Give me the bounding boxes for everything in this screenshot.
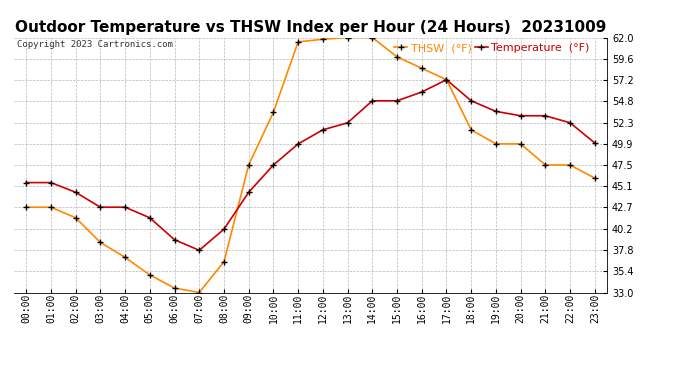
Temperature  (°F) xyxy=(72,190,80,195)
THSW  (°F) xyxy=(393,55,401,59)
THSW  (°F) xyxy=(566,163,574,167)
THSW  (°F) xyxy=(294,40,302,44)
Line: THSW  (°F): THSW (°F) xyxy=(23,34,598,296)
Temperature  (°F) xyxy=(467,99,475,103)
Temperature  (°F) xyxy=(47,180,55,185)
Temperature  (°F) xyxy=(195,248,204,252)
Temperature  (°F) xyxy=(170,237,179,242)
Temperature  (°F) xyxy=(220,227,228,231)
Temperature  (°F) xyxy=(591,141,599,145)
Text: Copyright 2023 Cartronics.com: Copyright 2023 Cartronics.com xyxy=(17,40,172,49)
THSW  (°F) xyxy=(517,142,525,146)
THSW  (°F) xyxy=(170,286,179,290)
Temperature  (°F) xyxy=(319,128,327,132)
Temperature  (°F) xyxy=(517,114,525,118)
Temperature  (°F) xyxy=(368,99,377,103)
THSW  (°F) xyxy=(146,273,154,277)
Temperature  (°F) xyxy=(566,120,574,125)
Temperature  (°F) xyxy=(541,114,549,118)
Temperature  (°F) xyxy=(294,142,302,146)
THSW  (°F) xyxy=(47,205,55,210)
Temperature  (°F) xyxy=(146,216,154,220)
THSW  (°F) xyxy=(344,35,352,40)
THSW  (°F) xyxy=(591,176,599,180)
THSW  (°F) xyxy=(96,240,104,244)
THSW  (°F) xyxy=(220,260,228,264)
THSW  (°F) xyxy=(121,255,129,260)
Temperature  (°F) xyxy=(22,180,30,185)
THSW  (°F) xyxy=(467,128,475,132)
THSW  (°F) xyxy=(269,110,277,114)
THSW  (°F) xyxy=(492,142,500,146)
Temperature  (°F) xyxy=(96,205,104,210)
Temperature  (°F) xyxy=(417,90,426,94)
THSW  (°F) xyxy=(244,163,253,167)
Temperature  (°F) xyxy=(442,78,451,82)
Legend: THSW  (°F), Temperature  (°F): THSW (°F), Temperature (°F) xyxy=(394,43,590,53)
THSW  (°F) xyxy=(417,66,426,70)
Temperature  (°F) xyxy=(393,99,401,103)
Temperature  (°F) xyxy=(344,120,352,125)
Temperature  (°F) xyxy=(244,190,253,195)
THSW  (°F) xyxy=(319,37,327,42)
Title: Outdoor Temperature vs THSW Index per Hour (24 Hours)  20231009: Outdoor Temperature vs THSW Index per Ho… xyxy=(14,20,607,35)
Temperature  (°F) xyxy=(269,163,277,167)
Temperature  (°F) xyxy=(492,109,500,114)
THSW  (°F) xyxy=(442,78,451,82)
THSW  (°F) xyxy=(195,290,204,295)
THSW  (°F) xyxy=(541,163,549,167)
THSW  (°F) xyxy=(72,216,80,220)
THSW  (°F) xyxy=(368,35,377,40)
Line: Temperature  (°F): Temperature (°F) xyxy=(23,76,598,254)
THSW  (°F) xyxy=(22,205,30,210)
Temperature  (°F) xyxy=(121,205,129,210)
